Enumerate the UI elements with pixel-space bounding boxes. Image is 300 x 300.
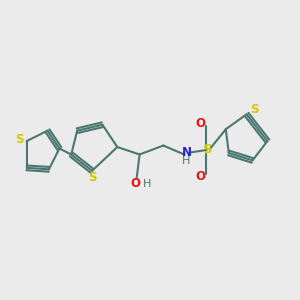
Text: H: H [143,178,151,189]
Text: O: O [195,170,205,183]
Text: S: S [250,103,258,116]
Text: H: H [182,156,191,166]
Text: S: S [15,133,23,146]
Text: S: S [88,171,96,184]
Text: O: O [195,117,205,130]
Text: S: S [203,143,213,156]
Text: O: O [130,177,140,190]
Text: N: N [182,146,192,159]
